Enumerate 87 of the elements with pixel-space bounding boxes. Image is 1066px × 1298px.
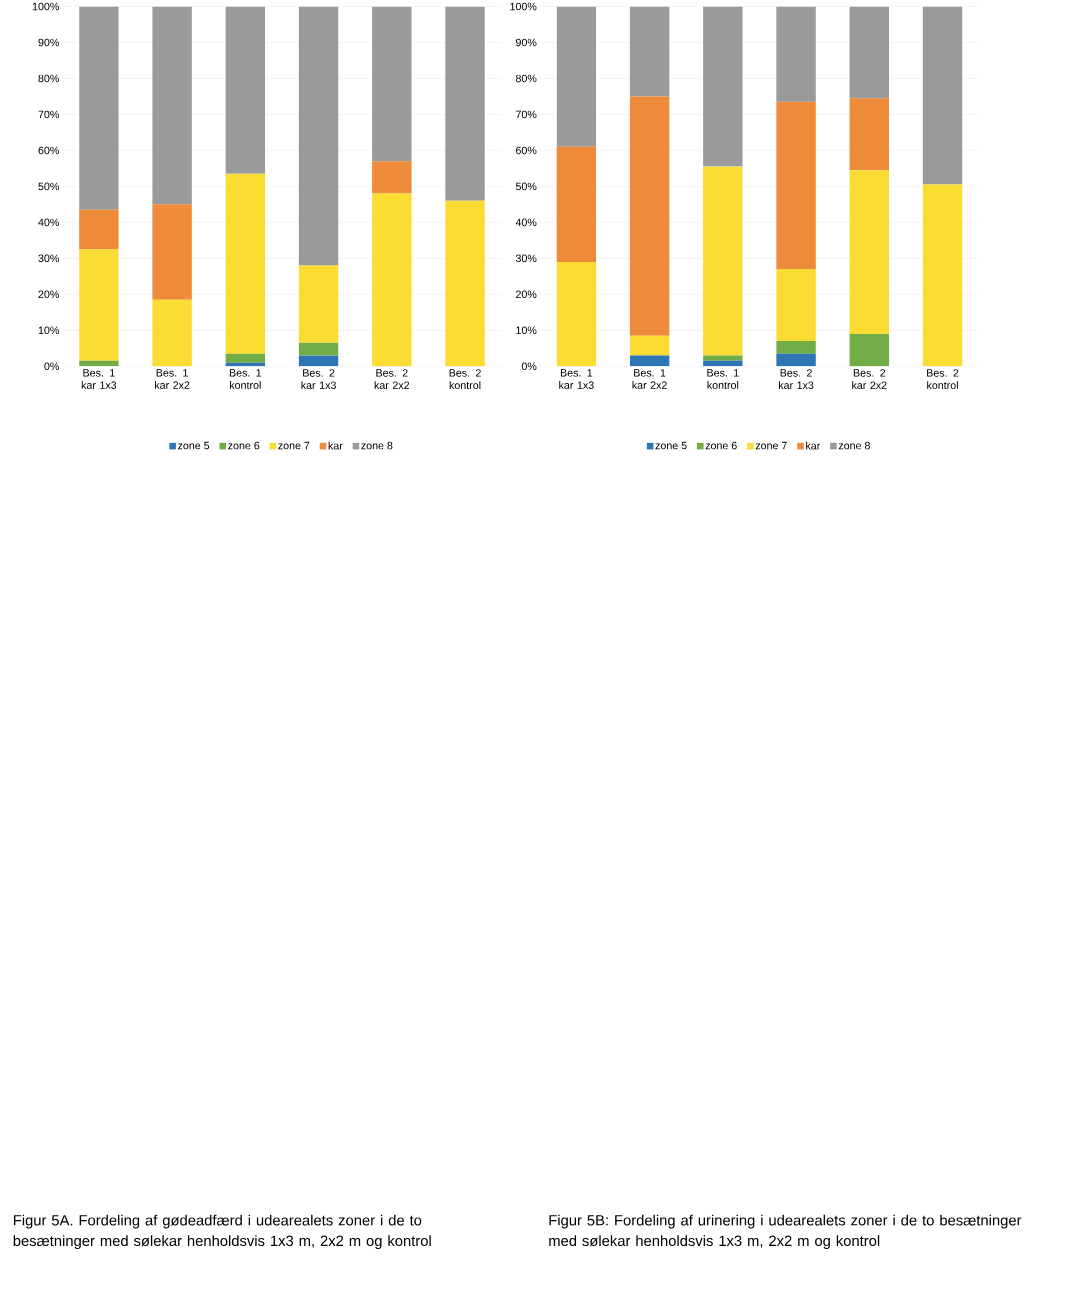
y-tick-label: 0%	[521, 362, 537, 371]
bar	[372, 6, 412, 162]
y-tick-label: 90%	[515, 38, 537, 47]
y-tick-label: 50%	[38, 182, 59, 191]
legend-label: zone 7	[278, 441, 310, 450]
y-tick-label: 80%	[515, 74, 537, 83]
x-tick-label: Bes. 2 kar 2x2	[852, 369, 887, 390]
legend-label: zone 5	[177, 441, 210, 450]
bar	[629, 96, 670, 336]
bar	[849, 170, 889, 334]
bar	[225, 353, 266, 363]
y-tick-label: 10%	[38, 326, 59, 335]
y-tick-label: 10%	[516, 326, 537, 335]
bar	[152, 299, 192, 367]
y-tick-label: 70%	[38, 110, 59, 119]
x-tick-label: Bes. 2 kontrol	[927, 369, 959, 390]
bar	[849, 98, 889, 171]
x-tick-label: Bes. 1 kar 2x2	[632, 369, 667, 389]
legend-label: zone 7	[755, 441, 787, 450]
y-tick-label: 80%	[38, 74, 59, 83]
x-tick-label: Bes. 1 kar 2x2	[154, 369, 190, 389]
x-tick-label: Bes. 1 kontrol	[229, 369, 262, 389]
y-tick-label: 90%	[38, 38, 59, 47]
y-tick-label: 60%	[515, 146, 537, 155]
bar	[79, 6, 119, 210]
bar	[776, 101, 816, 270]
bar	[556, 6, 597, 147]
bar	[298, 6, 339, 266]
bar	[703, 6, 743, 167]
bar	[79, 360, 119, 367]
y-tick-label: 20%	[515, 290, 537, 299]
x-tick-label: Bes. 2 kar 2x2	[374, 369, 410, 390]
y-tick-label: 70%	[515, 110, 537, 119]
bar	[79, 249, 119, 361]
bar	[298, 265, 339, 343]
bar	[298, 355, 339, 367]
legend-label: zone 8	[361, 441, 393, 450]
x-tick-label: Bes. 2 kontrol	[449, 369, 481, 390]
y-tick-label: 40%	[515, 218, 537, 227]
bar	[556, 261, 597, 367]
bar	[298, 342, 339, 356]
y-tick-label: 30%	[515, 254, 537, 263]
legend-label: zone 5	[655, 441, 687, 450]
bar	[152, 6, 192, 205]
y-tick-label: 60%	[38, 146, 59, 155]
y-tick-label: 50%	[515, 182, 537, 191]
bar	[922, 184, 963, 367]
legend-label: zone 6	[705, 441, 737, 450]
x-tick-label: Bes. 1 kontrol	[707, 369, 739, 389]
bar	[849, 6, 889, 99]
bar	[776, 341, 816, 354]
bar	[152, 204, 192, 300]
x-tick-label: Bes. 1 kar 1x3	[81, 369, 117, 389]
bar	[703, 360, 743, 367]
y-tick-label: 20%	[38, 290, 59, 299]
text: Figur 5B: Fordeling af urinering i udearealets zoner i de to besætninger med sølekar henholdsvis 1x3 m, 2x2 m og kontrol	[549, 1214, 1022, 1249]
bar	[922, 6, 963, 185]
bar	[703, 355, 743, 361]
legend-label: zone 8	[838, 441, 870, 450]
bar	[79, 209, 119, 250]
legend-label: zone 6	[228, 441, 260, 450]
bar	[776, 353, 816, 367]
bar	[776, 6, 816, 102]
legend-label: kar	[806, 441, 821, 450]
y-tick-label: 0%	[44, 362, 59, 371]
bar	[849, 333, 889, 367]
bar	[372, 161, 412, 194]
bar	[629, 335, 670, 356]
bar	[776, 269, 816, 342]
bar	[225, 173, 266, 354]
bar	[445, 200, 485, 367]
bar	[629, 6, 670, 97]
y-tick-label: 40%	[38, 218, 59, 227]
bar	[372, 193, 412, 367]
y-tick-label: 100%	[32, 2, 59, 11]
bar	[629, 355, 670, 367]
bar	[703, 166, 743, 356]
bar	[556, 146, 597, 262]
bar	[225, 6, 266, 174]
y-tick-label: 30%	[38, 254, 59, 263]
x-tick-label: Bes. 2 kar 1x3	[301, 369, 336, 390]
text: Figur 5A. Fordeling af gødeadfærd i udearealets zoner i de to besætninger med sølekar henholdsvis 1x3 m, 2x2 m og kontrol	[13, 1214, 431, 1249]
y-tick-label: 100%	[510, 2, 537, 11]
x-tick-label: Bes. 2 kar 1x3	[778, 369, 814, 390]
legend-label: kar	[328, 441, 343, 450]
bar	[445, 6, 485, 201]
x-tick-label: Bes. 1 kar 1x3	[559, 369, 594, 389]
